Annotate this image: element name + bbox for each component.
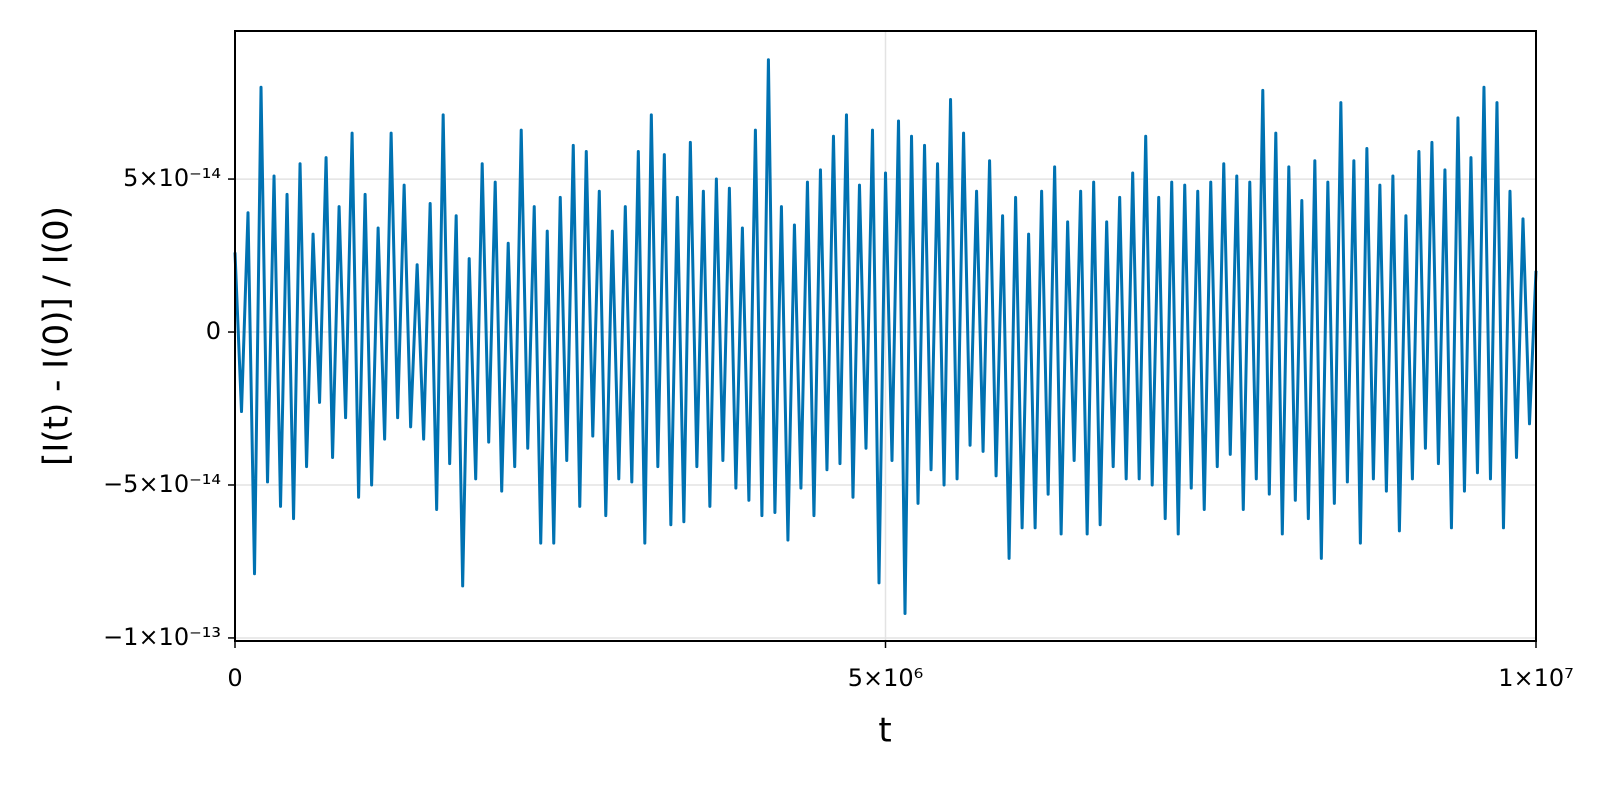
x-tick-label: 1×10⁷	[1498, 664, 1574, 692]
ticks: −1×10⁻¹³ −5×10⁻¹⁴ 0 5×10⁻¹⁴ 0 5×10⁶ 1×10⁷	[103, 164, 1574, 692]
y-axis-label: [I(t) - I(0)] / I(0)	[37, 206, 77, 466]
y-tick-label: 0	[206, 317, 221, 345]
y-tick-label: 5×10⁻¹⁴	[123, 164, 221, 192]
x-tick-label: 0	[227, 664, 242, 692]
data-line	[233, 58, 1538, 615]
plot-area	[233, 58, 1538, 615]
y-tick-label: −1×10⁻¹³	[103, 623, 221, 651]
x-tick-label: 5×10⁶	[848, 664, 924, 692]
x-axis-label: t	[878, 711, 891, 751]
y-tick-label: −5×10⁻¹⁴	[103, 470, 221, 498]
